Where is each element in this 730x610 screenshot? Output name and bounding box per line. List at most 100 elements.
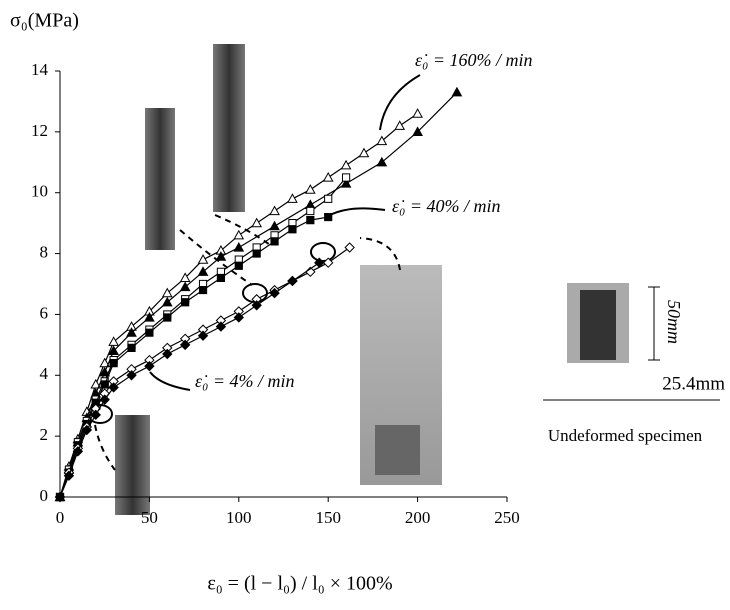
y-tick-label: 4 <box>40 364 49 383</box>
annotation: 25.4mm <box>662 373 725 394</box>
data-point <box>198 285 208 295</box>
y-tick-label: 12 <box>31 121 48 140</box>
data-point <box>72 446 84 457</box>
data-point <box>197 254 209 264</box>
data-point <box>99 366 111 377</box>
data-point <box>216 273 226 283</box>
data-point <box>306 206 315 216</box>
x-tick-label: 150 <box>315 508 341 527</box>
data-point <box>99 394 110 405</box>
data-point <box>344 242 355 253</box>
data-point <box>412 126 423 136</box>
data-point <box>127 343 136 352</box>
annotation: ε̇₀ = 40% / min <box>392 196 501 216</box>
x-tick-label: 200 <box>405 508 431 527</box>
data-point <box>287 193 298 203</box>
data-point <box>108 345 119 356</box>
data-point <box>161 296 173 307</box>
arrow <box>149 371 191 391</box>
y-tick-label: 8 <box>40 242 49 261</box>
y-axis-title: σ₀(MPa) <box>10 10 79 32</box>
data-point <box>91 398 100 407</box>
data-point <box>108 382 119 393</box>
data-point <box>412 108 423 118</box>
data-point <box>340 178 352 188</box>
data-point <box>288 225 297 234</box>
data-point <box>340 159 352 170</box>
data-point <box>233 241 245 252</box>
y-tick-label: 14 <box>31 60 49 79</box>
x-axis-title: ε₀ = (l − l₀) / l₀ × 100% <box>207 573 392 595</box>
x-tick-label: 100 <box>226 508 252 527</box>
photo <box>580 290 616 360</box>
dashed-arrow <box>359 237 401 271</box>
data-point <box>376 135 388 146</box>
data-point <box>215 251 227 261</box>
data-point <box>215 321 227 332</box>
data-point <box>145 328 154 337</box>
data-point <box>181 298 190 307</box>
data-point <box>451 86 463 97</box>
specimen-photos <box>115 44 629 515</box>
data-point <box>179 281 191 292</box>
photo <box>115 415 150 515</box>
photo <box>213 44 245 212</box>
data-point <box>324 212 333 222</box>
data-point <box>251 217 263 228</box>
y-tick-label: 10 <box>31 182 48 201</box>
data-point <box>234 261 243 270</box>
data-point <box>324 194 333 203</box>
arrow <box>329 207 386 216</box>
y-tick-label: 0 <box>40 486 49 505</box>
data-point <box>179 339 191 351</box>
data-point <box>144 360 155 372</box>
data-point <box>322 171 334 182</box>
y-tick-label: 2 <box>40 425 49 444</box>
annotation: Undeformed specimen <box>548 426 703 445</box>
x-tick-label: 0 <box>56 508 65 527</box>
data-point <box>63 470 75 481</box>
data-point <box>314 257 325 268</box>
data-point <box>90 409 101 421</box>
data-point <box>287 275 298 287</box>
data-point <box>162 348 173 360</box>
dashed-arrow <box>179 229 253 286</box>
annotation: ε̇₀ = 160% / min <box>415 50 533 70</box>
series-line <box>59 113 418 498</box>
data-point <box>269 287 280 299</box>
arrow <box>379 74 421 131</box>
dashed-arrow <box>94 424 116 471</box>
photo <box>375 425 420 475</box>
y-tick-label: 6 <box>40 303 49 322</box>
data-point <box>81 424 93 436</box>
data-point <box>322 257 334 268</box>
data-point <box>252 249 261 258</box>
callouts <box>87 74 720 471</box>
data-point <box>126 370 137 381</box>
data-point <box>126 327 137 337</box>
circle-callout <box>310 242 336 262</box>
data-point <box>144 311 155 322</box>
x-tick-label: 50 <box>141 508 158 527</box>
data-point <box>306 216 315 225</box>
x-tick-label: 250 <box>494 508 520 527</box>
data-point <box>54 491 66 503</box>
series-line <box>59 91 458 498</box>
data-point <box>270 237 279 246</box>
series-line <box>59 216 329 498</box>
annotation: 50mm <box>664 300 684 344</box>
data-point <box>394 120 406 130</box>
data-point <box>341 173 351 182</box>
dimension-line <box>648 286 660 361</box>
data-point <box>358 147 370 158</box>
data-point <box>376 156 388 167</box>
photo <box>145 108 175 250</box>
data-point <box>233 312 245 323</box>
data-point <box>304 184 316 194</box>
data-point <box>269 220 280 231</box>
data-point <box>100 380 109 389</box>
data-point <box>197 266 209 276</box>
data-point <box>163 313 172 322</box>
